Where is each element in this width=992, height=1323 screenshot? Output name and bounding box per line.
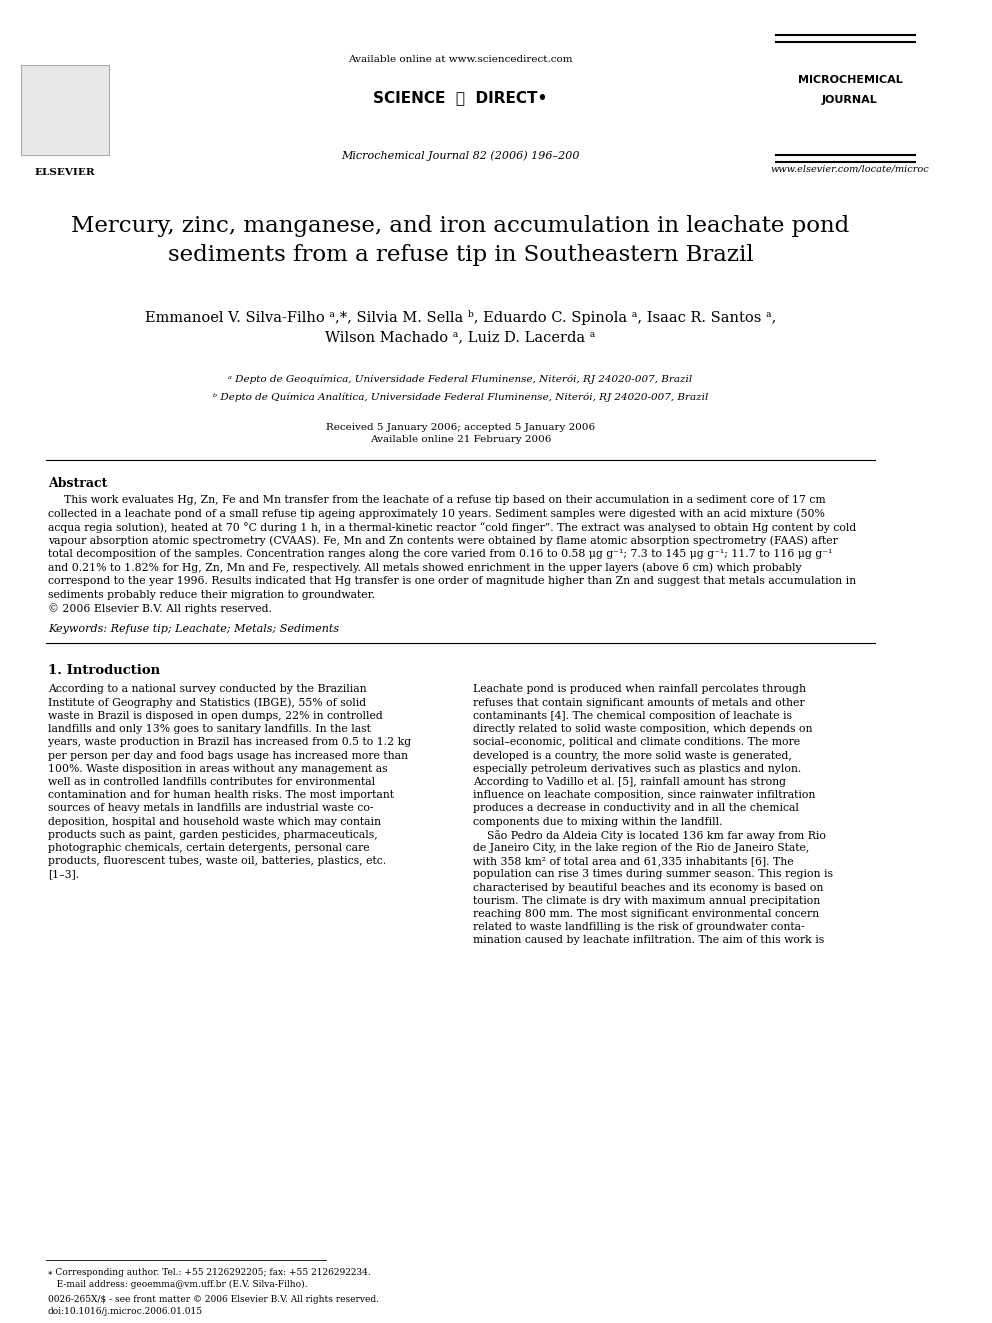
Text: Microchemical Journal 82 (2006) 196–200: Microchemical Journal 82 (2006) 196–200	[341, 149, 579, 160]
Text: well as in controlled landfills contributes for environmental: well as in controlled landfills contribu…	[48, 777, 375, 787]
Text: SCIENCE  ⓓ  DIRECT•: SCIENCE ⓓ DIRECT•	[373, 90, 548, 105]
Text: contaminants [4]. The chemical composition of leachate is: contaminants [4]. The chemical compositi…	[473, 710, 793, 721]
Text: Mercury, zinc, manganese, and iron accumulation in leachate pond
sediments from : Mercury, zinc, manganese, and iron accum…	[71, 216, 849, 266]
Text: correspond to the year 1996. Results indicated that Hg transfer is one order of : correspond to the year 1996. Results ind…	[48, 576, 856, 586]
Text: Emmanoel V. Silva-Filho ᵃ,*, Silvia M. Sella ᵇ, Eduardo C. Spinola ᵃ, Isaac R. S: Emmanoel V. Silva-Filho ᵃ,*, Silvia M. S…	[145, 310, 776, 344]
Text: 100%. Waste disposition in areas without any management as: 100%. Waste disposition in areas without…	[48, 763, 388, 774]
Text: population can rise 3 times during summer season. This region is: population can rise 3 times during summe…	[473, 869, 833, 880]
Text: Available online at www.sciencedirect.com: Available online at www.sciencedirect.co…	[348, 56, 572, 64]
Text: ᵃ Depto de Geoquímica, Universidade Federal Fluminense, Niterói, RJ 24020-007, B: ᵃ Depto de Geoquímica, Universidade Fede…	[228, 374, 692, 385]
Text: © 2006 Elsevier B.V. All rights reserved.: © 2006 Elsevier B.V. All rights reserved…	[48, 603, 272, 614]
Text: characterised by beautiful beaches and its economy is based on: characterised by beautiful beaches and i…	[473, 882, 823, 893]
Text: social–economic, political and climate conditions. The more: social–economic, political and climate c…	[473, 737, 801, 747]
Text: 0026-265X/$ - see front matter © 2006 Elsevier B.V. All rights reserved.
doi:10.: 0026-265X/$ - see front matter © 2006 El…	[48, 1295, 379, 1316]
Text: www.elsevier.com/locate/microc: www.elsevier.com/locate/microc	[771, 165, 930, 175]
Text: deposition, hospital and household waste which may contain: deposition, hospital and household waste…	[48, 816, 381, 827]
Text: According to a national survey conducted by the Brazilian: According to a national survey conducted…	[48, 684, 366, 695]
Text: São Pedro da Aldeia City is located 136 km far away from Rio: São Pedro da Aldeia City is located 136 …	[473, 830, 826, 840]
Text: tourism. The climate is dry with maximum annual precipitation: tourism. The climate is dry with maximum…	[473, 896, 820, 906]
Text: waste in Brazil is disposed in open dumps, 22% in controlled: waste in Brazil is disposed in open dump…	[48, 710, 383, 721]
Text: influence on leachate composition, since rainwater infiltration: influence on leachate composition, since…	[473, 790, 815, 800]
Text: especially petroleum derivatives such as plastics and nylon.: especially petroleum derivatives such as…	[473, 763, 802, 774]
Text: vapour absorption atomic spectrometry (CVAAS). Fe, Mn and Zn contents were obtai: vapour absorption atomic spectrometry (C…	[48, 536, 838, 546]
Text: ELSEVIER: ELSEVIER	[34, 168, 95, 177]
Text: sources of heavy metals in landfills are industrial waste co-: sources of heavy metals in landfills are…	[48, 803, 373, 814]
Text: per person per day and food bags usage has increased more than: per person per day and food bags usage h…	[48, 750, 408, 761]
Text: This work evaluates Hg, Zn, Fe and Mn transfer from the leachate of a refuse tip: This work evaluates Hg, Zn, Fe and Mn tr…	[64, 495, 826, 505]
Text: years, waste production in Brazil has increased from 0.5 to 1.2 kg: years, waste production in Brazil has in…	[48, 737, 411, 747]
Text: ⁎ Corresponding author. Tel.: +55 2126292205; fax: +55 2126292234.
   E-mail add: ⁎ Corresponding author. Tel.: +55 212629…	[48, 1267, 371, 1289]
Text: Keywords: Refuse tip; Leachate; Metals; Sediments: Keywords: Refuse tip; Leachate; Metals; …	[48, 624, 339, 635]
Text: landfills and only 13% goes to sanitary landfills. In the last: landfills and only 13% goes to sanitary …	[48, 724, 371, 734]
Text: with 358 km² of total area and 61,335 inhabitants [6]. The: with 358 km² of total area and 61,335 in…	[473, 856, 794, 867]
Text: According to Vadillo et al. [5], rainfall amount has strong: According to Vadillo et al. [5], rainfal…	[473, 777, 787, 787]
Text: Leachate pond is produced when rainfall percolates through: Leachate pond is produced when rainfall …	[473, 684, 806, 695]
Text: ᵇ Depto de Química Analítica, Universidade Federal Fluminense, Niterói, RJ 24020: ᵇ Depto de Química Analítica, Universida…	[212, 393, 708, 402]
Text: 1. Introduction: 1. Introduction	[48, 664, 160, 677]
Text: [1–3].: [1–3].	[48, 869, 79, 880]
Text: Institute of Geography and Statistics (IBGE), 55% of solid: Institute of Geography and Statistics (I…	[48, 697, 366, 708]
Text: produces a decrease in conductivity and in all the chemical: produces a decrease in conductivity and …	[473, 803, 800, 814]
Text: products, fluorescent tubes, waste oil, batteries, plastics, etc.: products, fluorescent tubes, waste oil, …	[48, 856, 386, 867]
Text: total decomposition of the samples. Concentration ranges along the core varied f: total decomposition of the samples. Conc…	[48, 549, 832, 560]
Text: products such as paint, garden pesticides, pharmaceuticals,: products such as paint, garden pesticide…	[48, 830, 378, 840]
Text: de Janeiro City, in the lake region of the Rio de Janeiro State,: de Janeiro City, in the lake region of t…	[473, 843, 809, 853]
Text: contamination and for human health risks. The most important: contamination and for human health risks…	[48, 790, 394, 800]
Text: Abstract: Abstract	[48, 478, 107, 490]
Text: collected in a leachate pond of a small refuse tip ageing approximately 10 years: collected in a leachate pond of a small …	[48, 508, 824, 519]
Text: directly related to solid waste composition, which depends on: directly related to solid waste composit…	[473, 724, 812, 734]
Text: developed is a country, the more solid waste is generated,: developed is a country, the more solid w…	[473, 750, 793, 761]
Text: and 0.21% to 1.82% for Hg, Zn, Mn and Fe, respectively. All metals showed enrich: and 0.21% to 1.82% for Hg, Zn, Mn and Fe…	[48, 562, 802, 573]
Text: components due to mixing within the landfill.: components due to mixing within the land…	[473, 816, 723, 827]
FancyBboxPatch shape	[21, 65, 108, 155]
Text: mination caused by leachate infiltration. The aim of this work is: mination caused by leachate infiltration…	[473, 935, 824, 946]
Text: JOURNAL: JOURNAL	[822, 95, 878, 105]
Text: sediments probably reduce their migration to groundwater.: sediments probably reduce their migratio…	[48, 590, 375, 599]
Text: photographic chemicals, certain detergents, personal care: photographic chemicals, certain detergen…	[48, 843, 370, 853]
Text: related to waste landfilling is the risk of groundwater conta-: related to waste landfilling is the risk…	[473, 922, 805, 933]
Text: refuses that contain significant amounts of metals and other: refuses that contain significant amounts…	[473, 697, 805, 708]
Text: Received 5 January 2006; accepted 5 January 2006
Available online 21 February 20: Received 5 January 2006; accepted 5 Janu…	[325, 423, 595, 443]
Text: acqua regia solution), heated at 70 °C during 1 h, in a thermal-kinetic reactor : acqua regia solution), heated at 70 °C d…	[48, 523, 856, 533]
Text: MICROCHEMICAL: MICROCHEMICAL	[798, 75, 903, 85]
Text: reaching 800 mm. The most significant environmental concern: reaching 800 mm. The most significant en…	[473, 909, 819, 919]
